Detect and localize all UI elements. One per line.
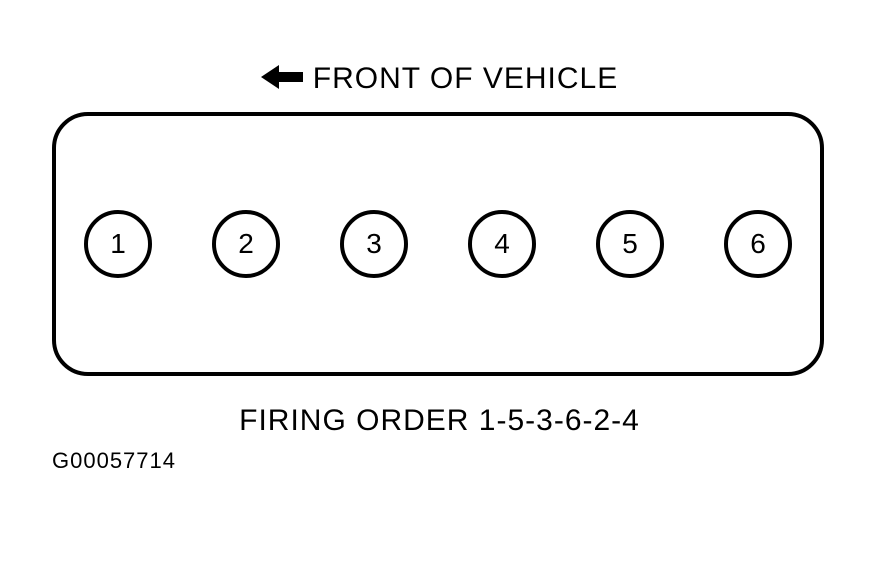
engine-block-outline: 1 2 3 4 5 6	[52, 112, 824, 376]
reference-number: G00057714	[52, 448, 176, 474]
cylinder-4-label: 4	[494, 228, 510, 260]
arrow-polygon	[261, 65, 303, 89]
firing-order-label: FIRING ORDER 1-5-3-6-2-4	[0, 404, 879, 438]
header-row: FRONT OF VEHICLE	[0, 62, 879, 96]
cylinder-1: 1	[84, 210, 152, 278]
front-of-vehicle-label: FRONT OF VEHICLE	[313, 62, 618, 96]
cylinder-row: 1 2 3 4 5 6	[56, 116, 820, 372]
cylinder-3-label: 3	[366, 228, 382, 260]
cylinder-1-label: 1	[110, 228, 126, 260]
cylinder-2: 2	[212, 210, 280, 278]
arrow-svg	[261, 65, 303, 89]
cylinder-6: 6	[724, 210, 792, 278]
arrow-left-icon	[261, 65, 303, 94]
header-inner: FRONT OF VEHICLE	[261, 62, 618, 96]
cylinder-3: 3	[340, 210, 408, 278]
cylinder-2-label: 2	[238, 228, 254, 260]
cylinder-5-label: 5	[622, 228, 638, 260]
cylinder-5: 5	[596, 210, 664, 278]
cylinder-4: 4	[468, 210, 536, 278]
cylinder-6-label: 6	[750, 228, 766, 260]
